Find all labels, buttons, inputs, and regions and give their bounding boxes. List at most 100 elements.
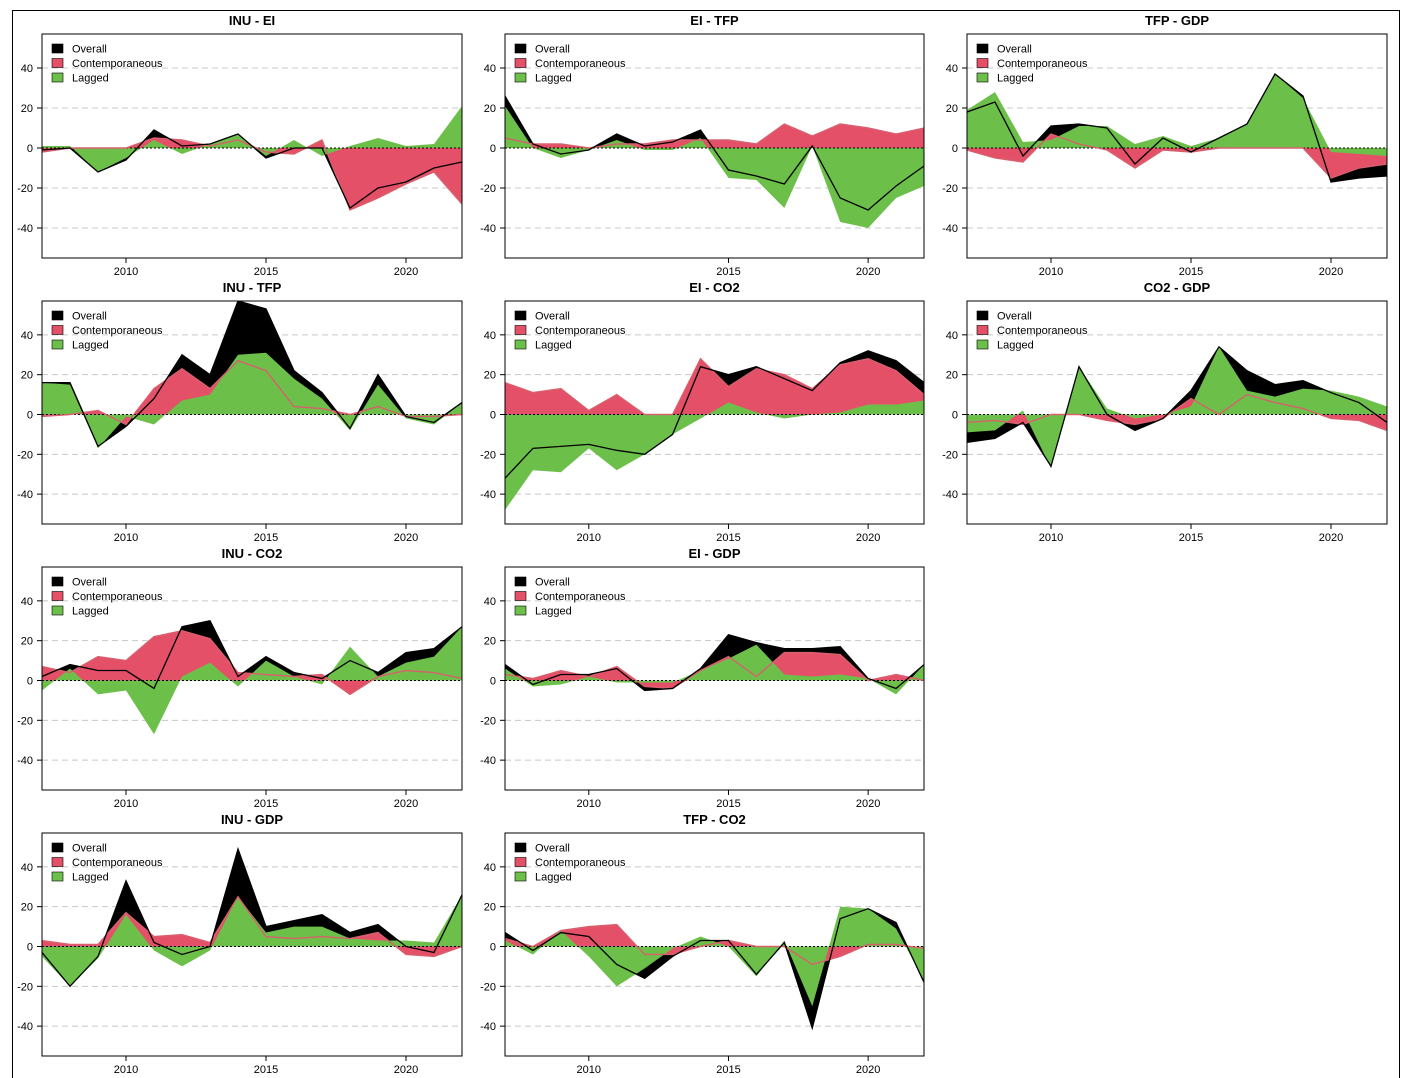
y-tick-label: 0 [490,143,496,155]
x-tick-label: 2010 [114,798,138,810]
legend-swatch-contemporaneous [514,591,527,601]
y-tick-label: 40 [21,330,33,342]
y-tick-label: -20 [17,715,33,727]
legend-label-overall: Overall [997,44,1032,56]
y-tick-label: -20 [480,981,496,993]
overall-line [967,73,1387,183]
panel-inu-gdp: INU - GDP -40 -20 0 20 40 2010 2015 2020 Overall C… [17,812,463,1076]
legend-swatch-contemporaneous [976,58,989,68]
figure-border-left [12,10,13,1078]
legend-swatch-lagged [976,339,989,350]
legend-label-lagged: Lagged [997,340,1034,352]
legend-swatch-contemporaneous [976,325,989,335]
y-tick-label: 20 [484,103,496,115]
overall-area [967,346,1387,467]
y-tick-label: 40 [21,862,33,874]
contemporaneous-line [967,133,1387,179]
x-tick-label: 2010 [114,532,138,544]
panel-title: EI - GDP [688,546,740,561]
y-tick-label: -40 [17,755,33,767]
plot-frame [966,33,1388,259]
lagged-area [505,106,924,228]
y-tick-label: 40 [21,596,33,608]
y-tick-label: -40 [480,1021,496,1033]
legend-label-overall: Overall [535,577,570,589]
legend-label-contemporaneous: Contemporaneous [535,58,626,70]
y-tick-label: 0 [490,409,496,421]
x-tick-label: 2020 [1319,532,1343,544]
legend-swatch-lagged [51,72,64,83]
legend-swatch-lagged [51,871,64,882]
overall-line [42,620,462,690]
legend-label-overall: Overall [72,44,107,56]
y-tick-label: 0 [27,941,33,953]
panel-ei-co2: EI - CO2 -40 -20 0 20 40 2010 2015 2020 Overall Co… [480,280,925,544]
x-tick-label: 2020 [394,532,418,544]
y-tick-label: 40 [484,330,496,342]
plot-area [42,301,462,449]
y-tick-label: 0 [490,941,496,953]
lagged-area [505,400,924,511]
legend-swatch-contemporaneous [51,857,64,867]
plot-frame [41,300,463,525]
contemporaneous-line [42,629,462,696]
legend-label-overall: Overall [997,311,1032,323]
legend-label-lagged: Lagged [535,73,572,85]
contemporaneous-line [505,123,924,149]
legend-label-contemporaneous: Contemporaneous [997,325,1088,337]
legend-label-lagged: Lagged [72,606,109,618]
y-tick-label: 20 [21,636,33,648]
legend-label-contemporaneous: Contemporaneous [72,857,163,869]
overall-line [42,846,462,988]
plot-frame [41,33,463,259]
panel-title: TFP - CO2 [683,812,746,827]
contemporaneous-area [42,630,462,695]
contemporaneous-line [967,393,1387,432]
plot-frame [504,566,925,791]
y-tick-label: -40 [942,223,958,235]
y-tick-label: -40 [480,223,496,235]
overall-line [505,633,924,692]
legend-label-overall: Overall [72,843,107,855]
panel-title: INU - CO2 [222,546,283,561]
contemporaneous-area [505,124,924,148]
panel-title: INU - EI [229,13,275,28]
y-tick-label: 20 [946,370,958,382]
y-tick-label: 20 [21,370,33,382]
legend-swatch-contemporaneous [51,325,64,335]
legend-swatch-contemporaneous [514,325,527,335]
contemporaneous-area [42,138,462,210]
legend-swatch-contemporaneous [514,58,527,68]
plot-frame [966,300,1388,525]
y-tick-label: -20 [17,981,33,993]
x-tick-label: 2020 [856,266,880,278]
x-tick-label: 2015 [716,532,740,544]
panel-title: INU - TFP [223,280,282,295]
contemporaneous-line [505,651,924,690]
y-tick-label: 20 [21,902,33,914]
legend-label-lagged: Lagged [72,73,109,85]
plot-area [967,345,1387,469]
legend-swatch-overall [514,43,527,54]
legend-label-contemporaneous: Contemporaneous [535,857,626,869]
overall-line [967,345,1387,468]
legend-swatch-overall [51,842,64,853]
legend-swatch-lagged [514,605,527,616]
plot-area [42,846,462,988]
legend-label-overall: Overall [72,311,107,323]
y-tick-label: -20 [942,183,958,195]
y-tick-label: -40 [17,1021,33,1033]
x-tick-label: 2015 [1179,532,1203,544]
legend-swatch-contemporaneous [51,591,64,601]
panel-title: EI - TFP [690,13,739,28]
plot-frame [504,832,925,1057]
legend-swatch-overall [51,310,64,321]
overall-line [505,350,924,479]
contemporaneous-line [505,923,924,966]
x-tick-label: 2010 [1039,266,1063,278]
legend-swatch-contemporaneous [51,58,64,68]
y-tick-label: -40 [17,489,33,501]
x-tick-label: 2010 [114,1064,138,1076]
legend-swatch-overall [514,842,527,853]
plot-frame [504,33,925,259]
